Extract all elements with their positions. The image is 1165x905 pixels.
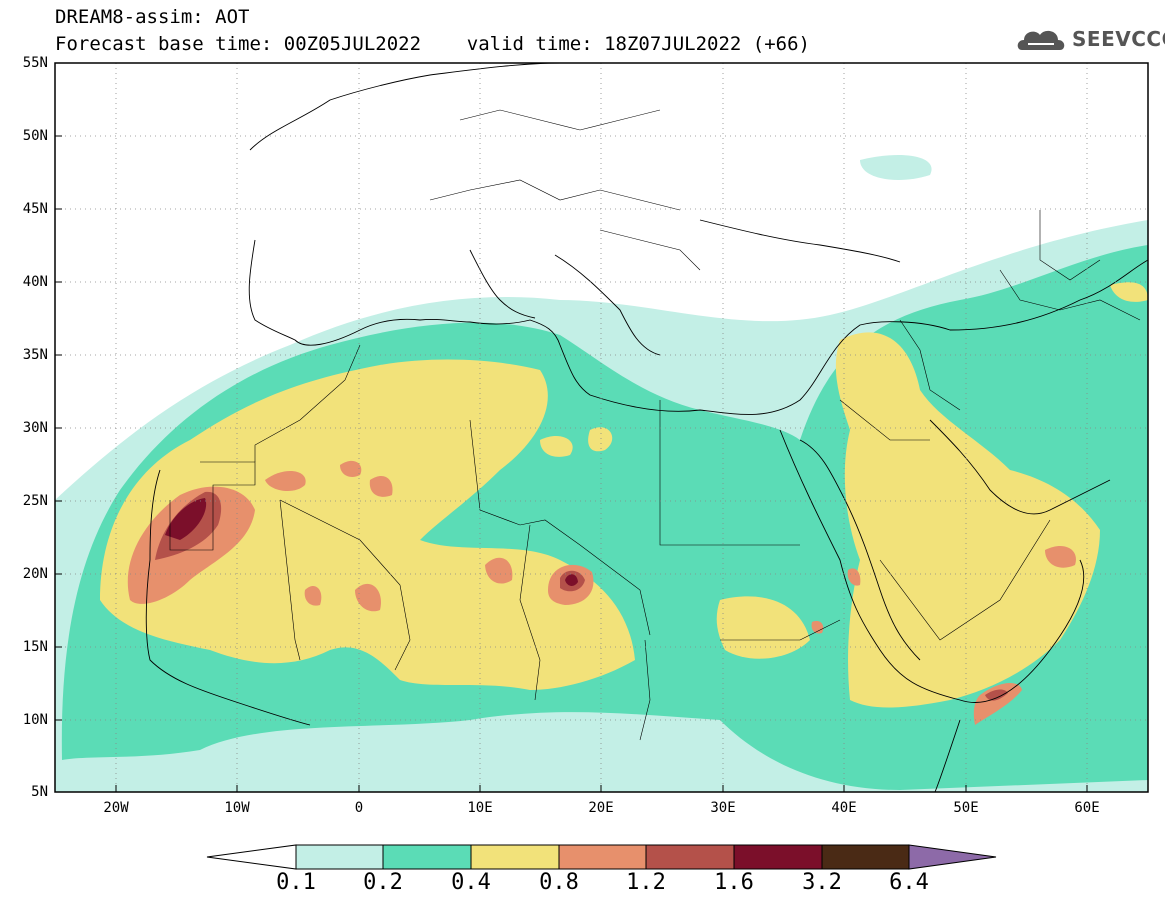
lat-label: 10N [22,712,48,728]
colorbar-label: 0.2 [363,870,403,895]
cloud-icon [1017,30,1065,50]
colorbar-label: 1.2 [626,870,666,895]
lon-label: 30E [710,800,736,816]
lon-label: 10W [224,800,250,816]
forecast-time-line: Forecast base time: 00Z05JUL2022 valid t… [55,33,810,55]
colorbar-under-arrow [206,844,297,870]
colorbar-bin-1.2 [645,844,735,870]
lat-label: 20N [22,566,48,582]
colorbar-label: 0.4 [451,870,491,895]
colorbar-label: 0.1 [276,870,316,895]
lon-label: 60E [1074,800,1100,816]
lat-label: 15N [22,639,48,655]
colorbar-bin-0.1 [295,844,384,870]
graticule [55,63,1148,792]
lat-label: 50N [22,128,48,144]
axis-ticks [55,62,1088,793]
aot-fields [55,155,1148,792]
colorbar-label: 1.6 [714,870,754,895]
country-borders [169,109,1141,741]
colorbar-bin-0.8 [558,844,647,870]
lat-label: 30N [22,420,48,436]
colorbar [206,844,997,870]
lat-label: 5N [31,784,48,800]
colorbar-label: 3.2 [802,870,842,895]
colorbar-over-arrow [908,844,997,870]
map-title: DREAM8-assim: AOT [55,6,250,28]
colorbar-bin-1.6 [733,844,823,870]
colorbar-bin-0.4 [470,844,560,870]
lon-label: 50E [953,800,979,816]
lon-label: 20W [103,800,129,816]
lon-label: 20E [588,800,614,816]
colorbar-bin-0.2 [382,844,472,870]
lon-label: 0 [354,800,364,816]
lat-label: 35N [22,347,48,363]
lat-label: 55N [22,55,48,71]
logo-text: SEEVCCC [1072,27,1165,51]
colorbar-label: 6.4 [889,870,929,895]
lat-label: 45N [22,201,48,217]
lon-label: 40E [831,800,857,816]
lat-label: 40N [22,274,48,290]
lat-label: 25N [22,493,48,509]
lon-label: 10E [467,800,493,816]
colorbar-bin-3.2 [821,844,910,870]
colorbar-label: 0.8 [539,870,579,895]
coastlines [145,63,1148,792]
